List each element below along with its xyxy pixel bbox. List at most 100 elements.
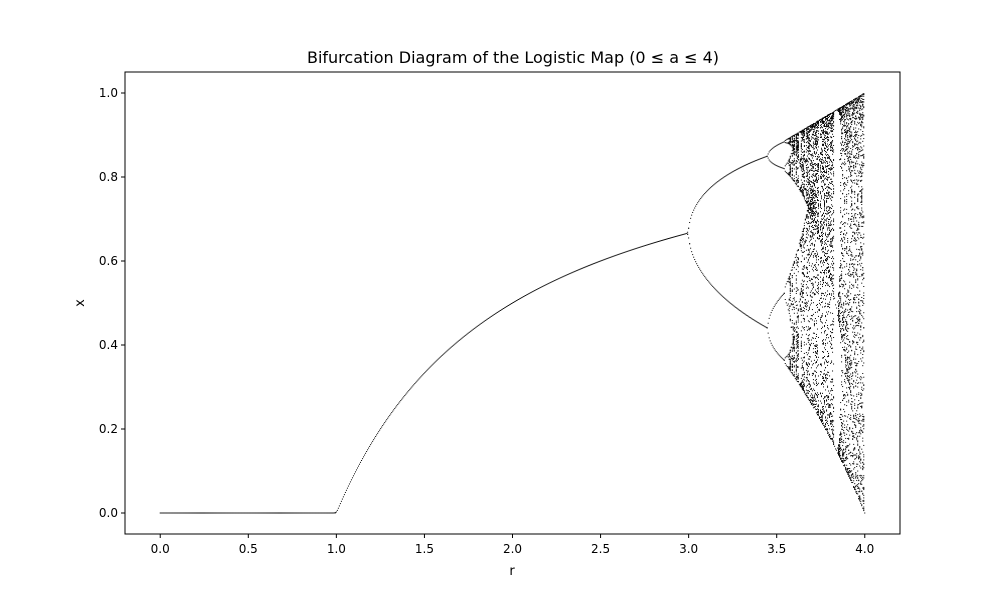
data-point <box>801 193 803 195</box>
data-point <box>797 154 799 156</box>
data-point <box>846 457 848 459</box>
data-point <box>841 115 843 117</box>
data-point <box>833 221 835 223</box>
data-point <box>847 253 849 255</box>
data-point <box>690 247 692 249</box>
data-point <box>514 301 516 303</box>
data-point <box>844 213 846 215</box>
data-point <box>812 126 814 128</box>
data-point <box>813 394 815 396</box>
data-point <box>825 233 827 235</box>
data-point <box>795 331 797 333</box>
data-point <box>810 402 812 404</box>
data-point <box>847 223 849 225</box>
data-point <box>843 430 845 432</box>
data-point <box>657 240 659 242</box>
data-point <box>788 358 790 360</box>
data-point <box>791 171 793 173</box>
data-point <box>828 125 830 127</box>
data-point <box>811 242 813 244</box>
data-point <box>797 144 799 146</box>
data-point <box>832 278 834 280</box>
data-point <box>793 308 795 310</box>
data-point <box>846 105 848 107</box>
data-point <box>808 363 810 365</box>
data-point <box>802 317 804 319</box>
data-point <box>846 130 848 132</box>
data-point <box>791 284 793 286</box>
data-point <box>186 512 188 514</box>
data-point <box>825 359 827 361</box>
data-point <box>350 479 352 481</box>
data-point <box>802 183 804 185</box>
data-point <box>809 184 811 186</box>
data-point <box>805 133 807 135</box>
data-point <box>850 479 852 481</box>
data-point <box>844 281 846 283</box>
data-point <box>787 142 789 144</box>
data-point <box>845 300 847 302</box>
data-point <box>848 109 850 111</box>
data-point <box>844 158 846 160</box>
data-point <box>801 365 803 367</box>
data-point <box>820 245 822 247</box>
data-point <box>849 281 851 283</box>
data-point <box>830 244 832 246</box>
data-point <box>816 349 818 351</box>
data-point <box>844 114 846 116</box>
data-point <box>458 339 460 341</box>
data-point <box>529 292 531 294</box>
data-point <box>813 183 815 185</box>
data-point <box>827 156 829 158</box>
data-point <box>847 471 849 473</box>
data-point <box>792 347 794 349</box>
data-point <box>812 132 814 134</box>
data-point <box>849 340 851 342</box>
data-point <box>843 125 845 127</box>
data-point <box>789 295 791 297</box>
data-point <box>817 156 819 158</box>
data-point <box>840 184 842 186</box>
data-point <box>788 368 790 370</box>
data-point <box>806 171 808 173</box>
data-point <box>188 512 190 514</box>
data-point <box>801 139 803 141</box>
data-point <box>826 283 828 285</box>
data-point <box>814 179 816 181</box>
data-point <box>789 320 791 322</box>
data-point <box>789 156 791 158</box>
data-point <box>810 403 812 405</box>
data-point <box>838 315 840 317</box>
data-point <box>803 195 805 197</box>
data-point <box>695 261 697 263</box>
data-point <box>810 254 812 256</box>
data-point <box>667 238 668 240</box>
data-point <box>816 169 818 171</box>
data-point <box>815 259 817 261</box>
data-point <box>615 254 617 256</box>
data-point <box>800 167 802 169</box>
data-point <box>817 288 819 290</box>
data-point <box>817 213 819 215</box>
data-point <box>624 251 626 253</box>
data-point <box>825 285 827 287</box>
data-point <box>448 348 450 350</box>
data-point <box>805 135 807 137</box>
data-point <box>836 307 838 309</box>
data-point <box>791 366 793 368</box>
data-point <box>812 192 814 194</box>
data-point <box>825 118 827 120</box>
data-point <box>806 354 808 356</box>
data-point <box>820 196 822 198</box>
data-point <box>830 272 832 274</box>
data-point <box>842 193 844 195</box>
data-point <box>793 346 795 348</box>
data-point <box>805 333 807 335</box>
data-point <box>819 169 821 171</box>
data-point <box>847 468 849 470</box>
data-point <box>268 512 270 514</box>
data-point <box>845 319 847 321</box>
data-point <box>845 459 847 461</box>
data-point <box>812 332 814 334</box>
data-point <box>840 212 842 214</box>
